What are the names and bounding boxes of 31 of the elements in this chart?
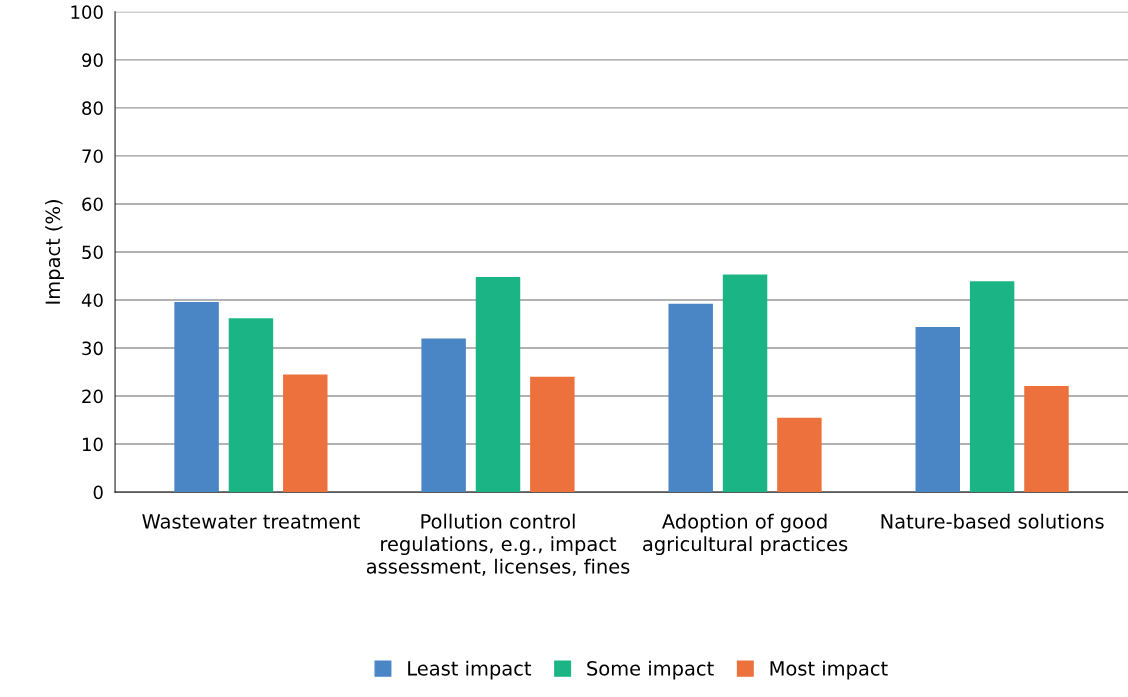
bar: [969, 281, 1015, 493]
bar: [915, 326, 960, 493]
y-tick-label: 80: [82, 101, 103, 116]
y-tick-label: 60: [82, 197, 103, 212]
y-tick-label: 0: [93, 485, 103, 500]
bar: [668, 303, 713, 493]
y-tick-label: 50: [82, 245, 103, 260]
bar: [283, 374, 328, 493]
bar: [475, 276, 521, 493]
y-tick-label: 10: [82, 437, 103, 452]
y-tick-label: 20: [82, 389, 103, 404]
y-axis-title: Impact (%): [45, 200, 64, 304]
bar: [174, 301, 219, 493]
x-tick-label: Wastewater treatment: [142, 514, 360, 529]
legend-label: Least impact: [408, 660, 532, 680]
x-tick-label: Adoption of good agricultural practices: [643, 513, 848, 556]
x-tick-label: Nature-based solutions: [881, 513, 1104, 529]
y-tick-label: 90: [82, 53, 103, 67]
legend-label: Some impact: [587, 660, 714, 680]
legend-label: Most impact: [770, 660, 888, 680]
y-tick-label: 70: [82, 149, 103, 164]
bar: [421, 338, 466, 493]
x-tick-label: Pollution control regulations, e.g., impact assessment, licenses, fines: [366, 513, 630, 576]
bar: [228, 318, 274, 493]
y-tick-label: 100: [71, 5, 103, 19]
y-tick-label: 40: [81, 293, 103, 308]
bar: [1024, 385, 1069, 493]
bar: [530, 376, 575, 493]
bar: [722, 274, 768, 493]
y-tick-label: 30: [82, 341, 103, 356]
bar: [777, 417, 822, 493]
